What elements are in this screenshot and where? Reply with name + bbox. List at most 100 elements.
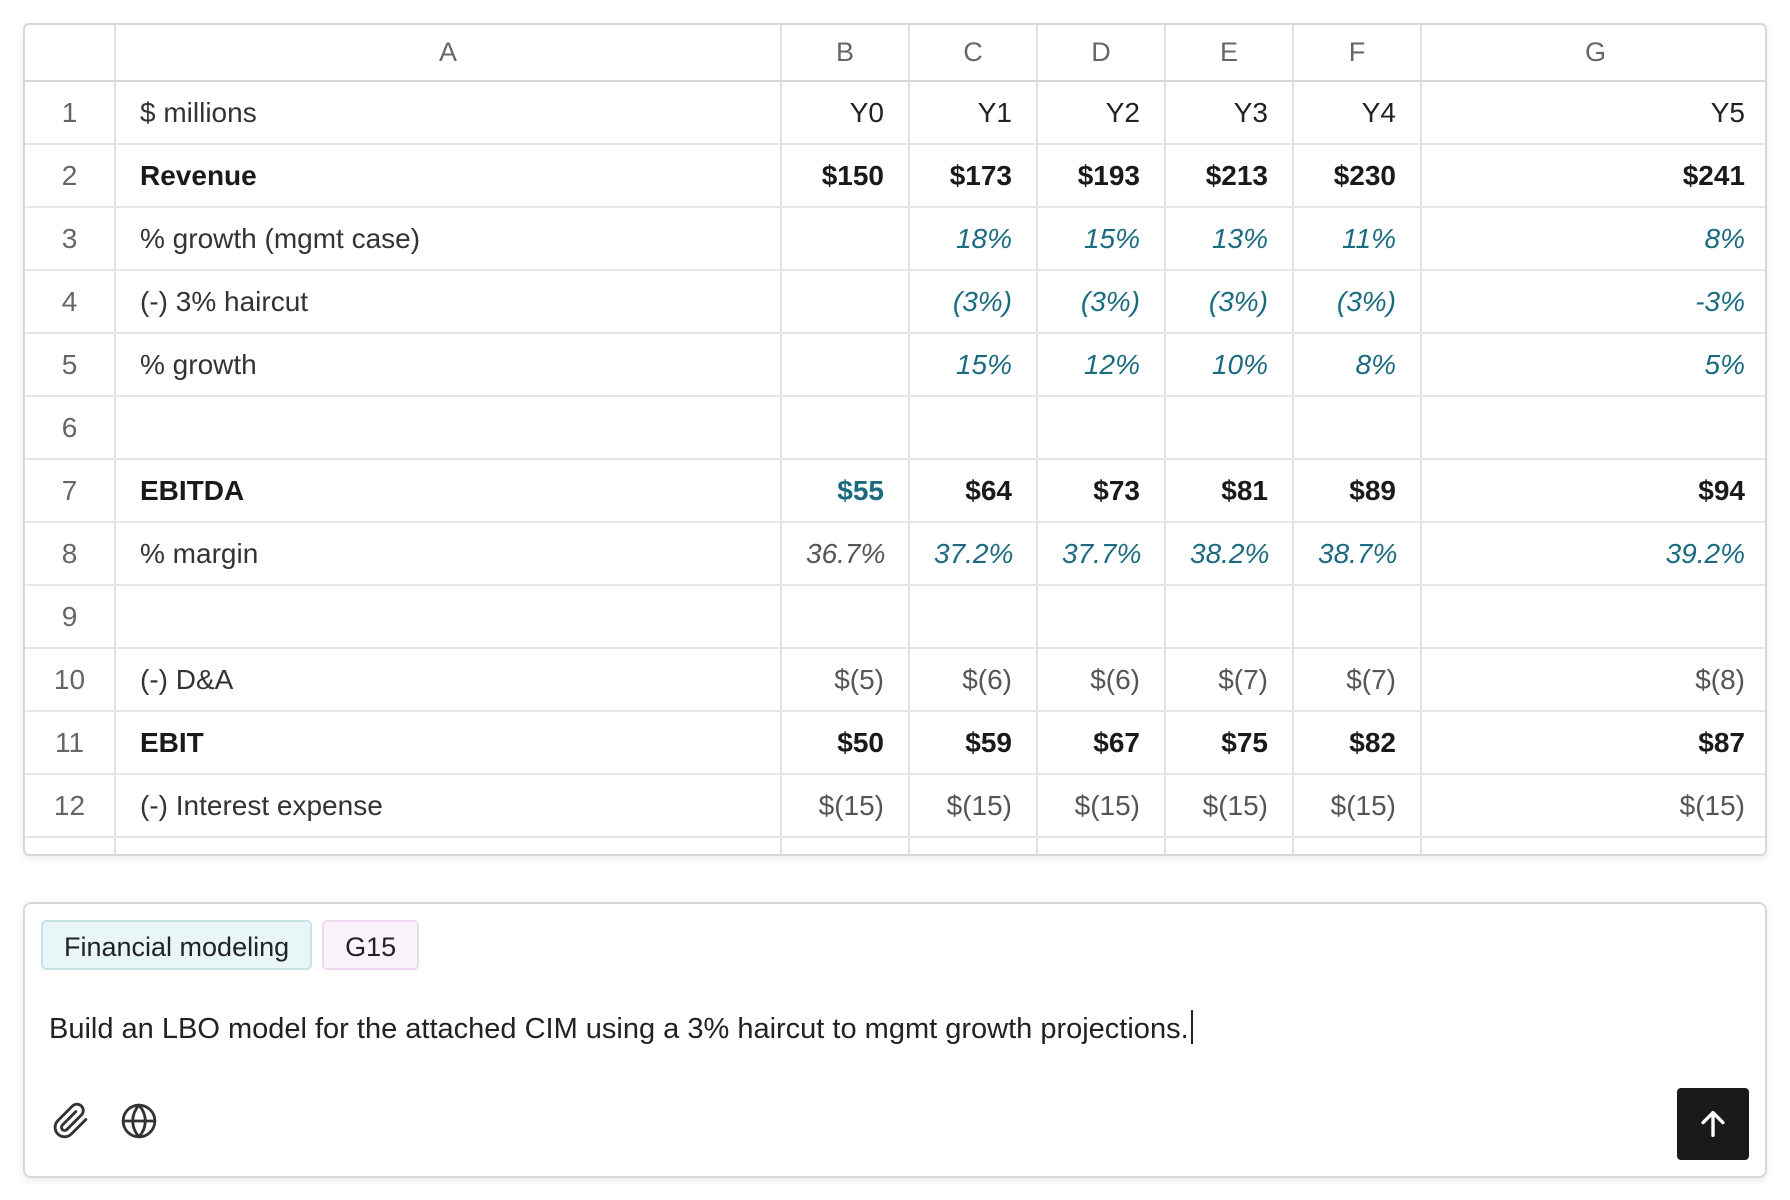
row-header-6[interactable]: 6: [25, 396, 116, 460]
cell-c2[interactable]: $173: [909, 144, 1038, 208]
column-header-e[interactable]: E: [1165, 25, 1294, 82]
cell-f2[interactable]: $230: [1293, 144, 1422, 208]
cell-f1[interactable]: Y4: [1293, 81, 1422, 145]
corner-cell[interactable]: [25, 25, 116, 82]
cell-a6[interactable]: [115, 396, 782, 460]
cell-e8[interactable]: 38.2%: [1165, 522, 1294, 586]
row-header-8[interactable]: 8: [25, 522, 116, 586]
row-header-12[interactable]: 12: [25, 774, 116, 838]
cell-f6[interactable]: [1293, 396, 1422, 460]
cell-c3[interactable]: 18%: [909, 207, 1038, 271]
cell-d1[interactable]: Y2: [1037, 81, 1166, 145]
partial-cell[interactable]: [115, 837, 782, 854]
cell-d12[interactable]: $(15): [1037, 774, 1166, 838]
cell-c1[interactable]: Y1: [909, 81, 1038, 145]
cell-f3[interactable]: 11%: [1293, 207, 1422, 271]
cell-d7[interactable]: $73: [1037, 459, 1166, 523]
cell-f12[interactable]: $(15): [1293, 774, 1422, 838]
cell-b10[interactable]: $(5): [781, 648, 910, 712]
row-header-10[interactable]: 10: [25, 648, 116, 712]
cell-a3[interactable]: % growth (mgmt case): [115, 207, 782, 271]
cell-g10[interactable]: $(8): [1421, 648, 1765, 712]
cell-d2[interactable]: $193: [1037, 144, 1166, 208]
cell-b3[interactable]: [781, 207, 910, 271]
cell-c10[interactable]: $(6): [909, 648, 1038, 712]
cell-d9[interactable]: [1037, 585, 1166, 649]
row-header-7[interactable]: 7: [25, 459, 116, 523]
cell-g7[interactable]: $94: [1421, 459, 1765, 523]
cell-a7[interactable]: EBITDA: [115, 459, 782, 523]
cell-b6[interactable]: [781, 396, 910, 460]
column-header-g[interactable]: G: [1421, 25, 1765, 82]
cell-f5[interactable]: 8%: [1293, 333, 1422, 397]
cell-d5[interactable]: 12%: [1037, 333, 1166, 397]
row-header-4[interactable]: 4: [25, 270, 116, 334]
cell-d6[interactable]: [1037, 396, 1166, 460]
cell-c6[interactable]: [909, 396, 1038, 460]
web-search-button[interactable]: [117, 1099, 161, 1143]
cell-b9[interactable]: [781, 585, 910, 649]
cell-f7[interactable]: $89: [1293, 459, 1422, 523]
cell-f11[interactable]: $82: [1293, 711, 1422, 775]
cell-b7[interactable]: $55: [781, 459, 910, 523]
context-chip-financial-modeling[interactable]: Financial modeling: [41, 920, 313, 970]
cell-g11[interactable]: $87: [1421, 711, 1765, 775]
cell-c9[interactable]: [909, 585, 1038, 649]
cell-e2[interactable]: $213: [1165, 144, 1294, 208]
cell-b1[interactable]: Y0: [781, 81, 910, 145]
cell-e10[interactable]: $(7): [1165, 648, 1294, 712]
cell-e3[interactable]: 13%: [1165, 207, 1294, 271]
cell-d4[interactable]: (3%): [1037, 270, 1166, 334]
row-header-5[interactable]: 5: [25, 333, 116, 397]
context-chip-cell-reference[interactable]: G15: [322, 920, 420, 970]
cell-d10[interactable]: $(6): [1037, 648, 1166, 712]
cell-e9[interactable]: [1165, 585, 1294, 649]
cell-e4[interactable]: (3%): [1165, 270, 1294, 334]
cell-c8[interactable]: 37.2%: [909, 522, 1038, 586]
cell-g3[interactable]: 8%: [1421, 207, 1765, 271]
partial-cell[interactable]: [25, 837, 116, 854]
cell-a12[interactable]: (-) Interest expense: [115, 774, 782, 838]
cell-b8[interactable]: 36.7%: [781, 522, 910, 586]
cell-d8[interactable]: 37.7%: [1037, 522, 1166, 586]
cell-g1[interactable]: Y5: [1421, 81, 1765, 145]
partial-cell[interactable]: [1165, 837, 1294, 854]
cell-d11[interactable]: $67: [1037, 711, 1166, 775]
cell-g5[interactable]: 5%: [1421, 333, 1765, 397]
cell-a1[interactable]: $ millions: [115, 81, 782, 145]
column-header-f[interactable]: F: [1293, 25, 1422, 82]
partial-cell[interactable]: [1037, 837, 1166, 854]
cell-g6[interactable]: [1421, 396, 1765, 460]
partial-cell[interactable]: [909, 837, 1038, 854]
attach-button[interactable]: [49, 1099, 93, 1143]
cell-b2[interactable]: $150: [781, 144, 910, 208]
cell-a9[interactable]: [115, 585, 782, 649]
row-header-2[interactable]: 2: [25, 144, 116, 208]
column-header-b[interactable]: B: [781, 25, 910, 82]
cell-a10[interactable]: (-) D&A: [115, 648, 782, 712]
cell-a4[interactable]: (-) 3% haircut: [115, 270, 782, 334]
cell-b12[interactable]: $(15): [781, 774, 910, 838]
cell-f9[interactable]: [1293, 585, 1422, 649]
cell-e6[interactable]: [1165, 396, 1294, 460]
cell-g12[interactable]: $(15): [1421, 774, 1765, 838]
cell-f4[interactable]: (3%): [1293, 270, 1422, 334]
cell-a11[interactable]: EBIT: [115, 711, 782, 775]
cell-a2[interactable]: Revenue: [115, 144, 782, 208]
cell-f8[interactable]: 38.7%: [1293, 522, 1422, 586]
cell-g8[interactable]: 39.2%: [1421, 522, 1765, 586]
cell-b5[interactable]: [781, 333, 910, 397]
cell-c4[interactable]: (3%): [909, 270, 1038, 334]
cell-c11[interactable]: $59: [909, 711, 1038, 775]
cell-e11[interactable]: $75: [1165, 711, 1294, 775]
cell-f10[interactable]: $(7): [1293, 648, 1422, 712]
cell-g9[interactable]: [1421, 585, 1765, 649]
cell-d3[interactable]: 15%: [1037, 207, 1166, 271]
cell-e7[interactable]: $81: [1165, 459, 1294, 523]
prompt-input[interactable]: Build an LBO model for the attached CIM …: [49, 1010, 1193, 1046]
row-header-11[interactable]: 11: [25, 711, 116, 775]
row-header-9[interactable]: 9: [25, 585, 116, 649]
column-header-a[interactable]: A: [115, 25, 782, 82]
partial-cell[interactable]: [1421, 837, 1765, 854]
cell-a5[interactable]: % growth: [115, 333, 782, 397]
